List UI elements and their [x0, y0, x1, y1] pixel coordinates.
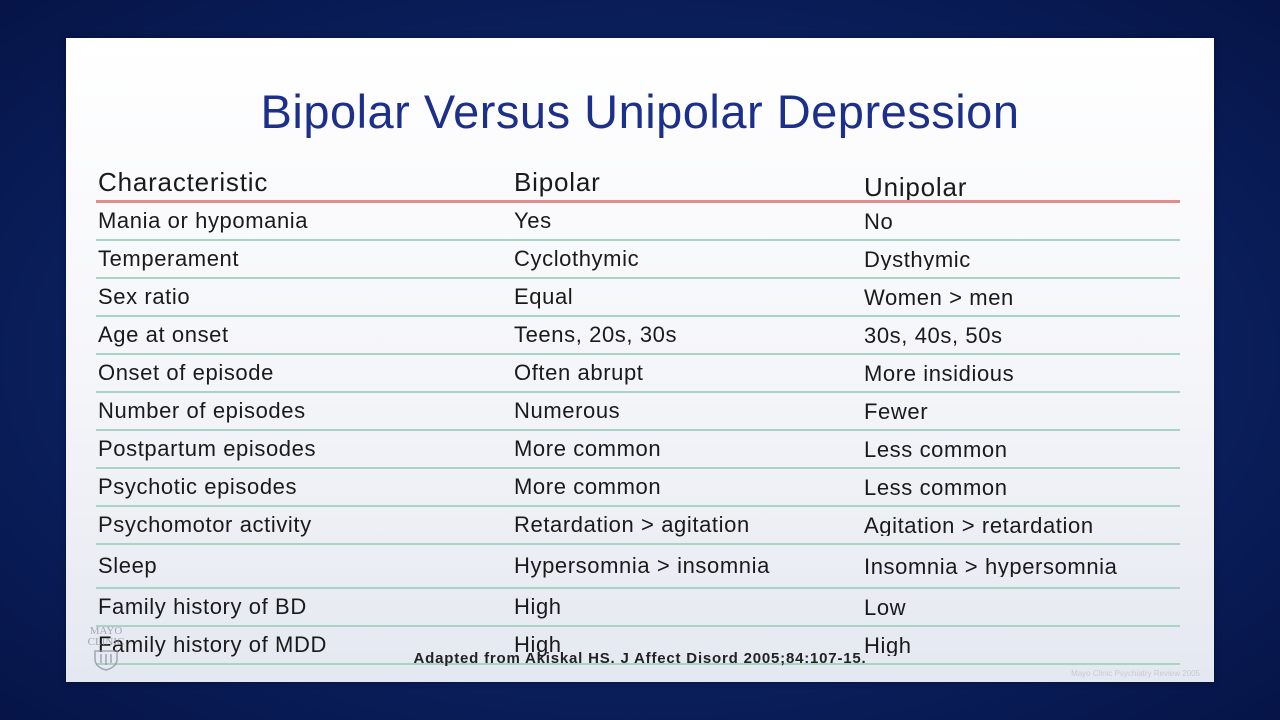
- table-row: Age at onset Teens, 20s, 30s 30s, 40s, 50s: [96, 317, 1180, 355]
- cell-unipolar: Less common: [864, 476, 1008, 498]
- table-row: Sex ratio Equal Women > men: [96, 279, 1180, 317]
- cell-characteristic: Postpartum episodes: [98, 436, 317, 461]
- cell-bipolar: Hypersomnia > insomnia: [514, 553, 770, 578]
- table-row: Mania or hypomania Yes No: [96, 203, 1180, 241]
- cell-unipolar: Dysthymic: [864, 248, 971, 270]
- cell-bipolar: Numerous: [514, 398, 621, 423]
- logo-text-mayo: MAYO: [89, 625, 123, 637]
- table-row: Number of episodes Numerous Fewer: [96, 393, 1180, 431]
- cell-characteristic: Number of episodes: [98, 398, 306, 423]
- cell-unipolar: More insidious: [864, 362, 1015, 384]
- table-row: Postpartum episodes More common Less commo…: [96, 431, 1180, 469]
- table-row: Onset of episode Often abrupt More insidio…: [96, 355, 1180, 393]
- mayo-clinic-logo: MAYO CLINIC: [78, 626, 134, 674]
- cell-characteristic: Mania or hypomania: [98, 208, 309, 233]
- table-row: Family history of BD High Low: [96, 589, 1180, 627]
- header-bipolar: Bipolar: [514, 167, 601, 197]
- table-row: Psychotic episodes More common Less common: [96, 469, 1180, 507]
- table-body: Mania or hypomania Yes No Temperament Cyclot…: [96, 203, 1180, 665]
- cell-bipolar: Cyclothymic: [514, 246, 640, 271]
- table-header-row: Characteristic Bipolar Unipolar: [96, 162, 1180, 203]
- cell-characteristic: Psychomotor activity: [98, 512, 312, 537]
- cell-unipolar: Less common: [864, 438, 1008, 460]
- cell-characteristic: Sleep: [98, 553, 158, 578]
- cell-characteristic: Onset of episode: [98, 360, 274, 385]
- cell-unipolar: 30s, 40s, 50s: [864, 324, 1003, 346]
- cell-characteristic: Psychotic episodes: [98, 474, 298, 499]
- table-row: Sleep Hypersomnia > insomnia Insomnia > hy…: [96, 545, 1180, 589]
- cell-bipolar: Often abrupt: [514, 360, 644, 385]
- cell-unipolar: Fewer: [864, 400, 929, 422]
- table-row: Temperament Cyclothymic Dysthymic: [96, 241, 1180, 279]
- cell-unipolar: Low: [864, 596, 907, 618]
- cell-unipolar: No: [864, 210, 894, 232]
- slide: Bipolar Versus Unipolar Depression Chara…: [66, 38, 1214, 682]
- cell-characteristic: Age at onset: [98, 322, 229, 347]
- shield-icon: [94, 650, 118, 671]
- cell-bipolar: Teens, 20s, 30s: [514, 322, 678, 347]
- cell-bipolar: High: [514, 594, 562, 619]
- cell-bipolar: More common: [514, 436, 662, 461]
- slide-title: Bipolar Versus Unipolar Depression: [260, 85, 1020, 138]
- cell-unipolar: High: [864, 634, 912, 656]
- cell-unipolar: Insomnia > hypersomnia: [864, 555, 1118, 577]
- cell-characteristic: Family history of MDD: [98, 632, 327, 657]
- comparison-table: Characteristic Bipolar Unipolar Mania or…: [96, 162, 1180, 665]
- citation: Adapted from Akiskal HS. J Affect Disord…: [413, 650, 867, 667]
- cell-characteristic: Sex ratio: [98, 284, 191, 309]
- cell-unipolar: Women > men: [864, 286, 1014, 308]
- header-characteristic: Characteristic: [98, 167, 269, 197]
- cell-characteristic: Temperament: [98, 246, 240, 271]
- cell-bipolar: Retardation > agitation: [514, 512, 750, 537]
- cell-bipolar: Equal: [514, 284, 574, 309]
- logo-text-clinic: CLINIC: [87, 636, 125, 648]
- cell-characteristic: Family history of BD: [98, 594, 307, 619]
- cell-bipolar: Yes: [514, 208, 552, 233]
- table-row: Family history of MDD High High: [96, 627, 1180, 665]
- cell-unipolar: Agitation > retardation: [864, 514, 1094, 536]
- table-row: Psychomotor activity Retardation > agitat…: [96, 507, 1180, 545]
- watermark: Mayo Clinic Psychiatry Review 2005: [1071, 669, 1200, 678]
- header-unipolar: Unipolar: [864, 177, 968, 200]
- cell-bipolar: More common: [514, 474, 662, 499]
- cell-bipolar: High: [514, 632, 562, 657]
